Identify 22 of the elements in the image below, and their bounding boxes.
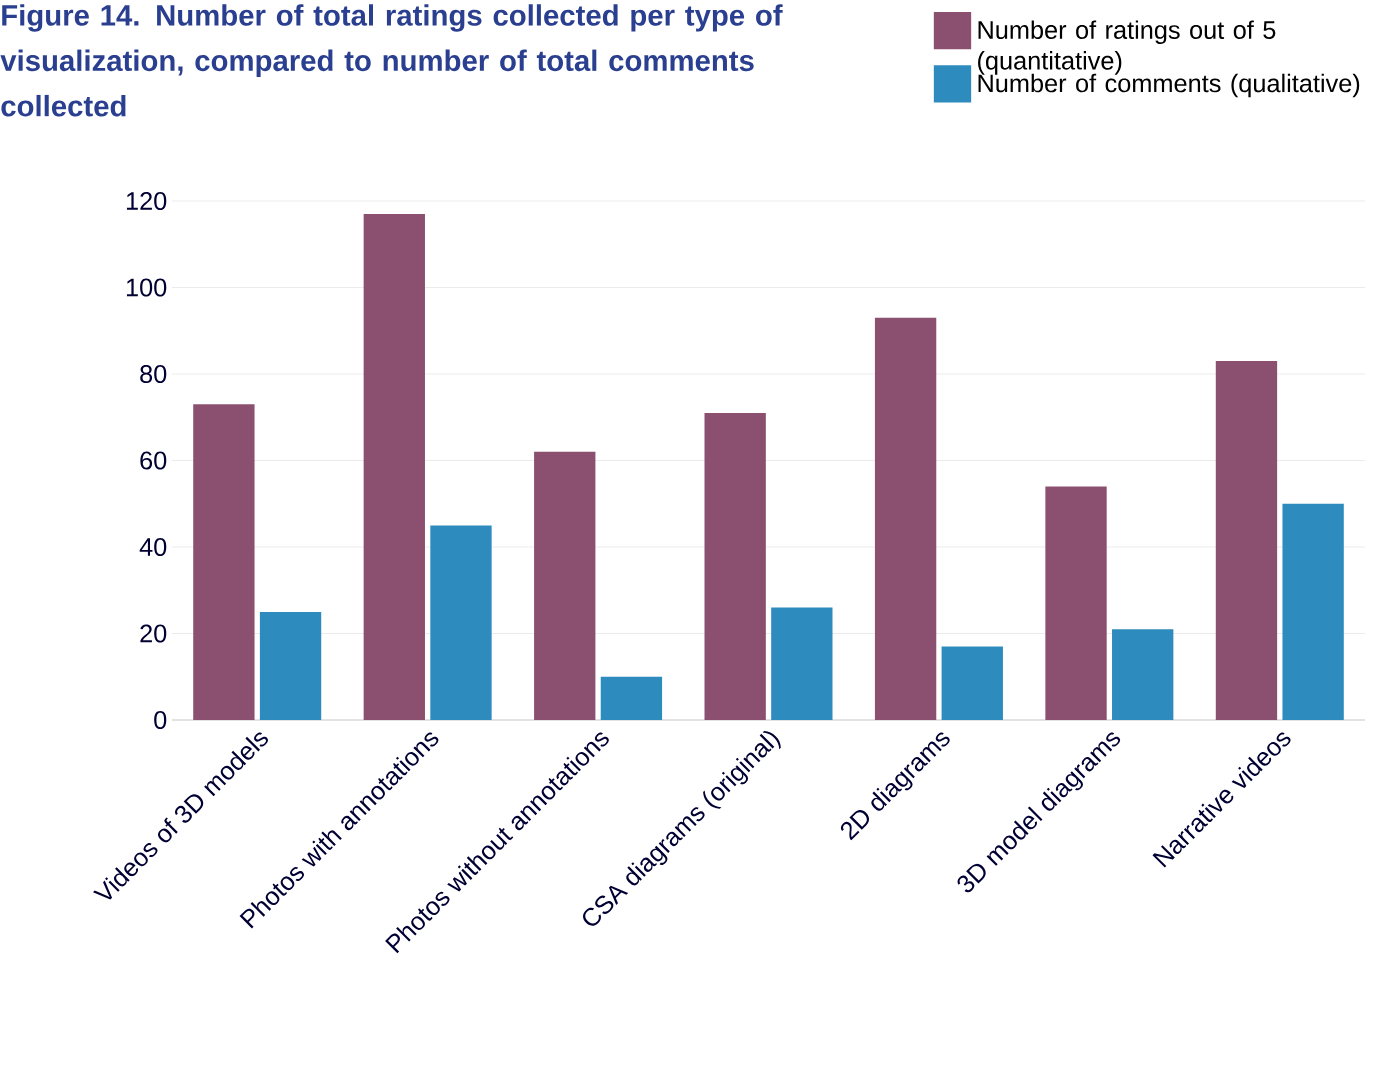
- bar: [874, 317, 937, 720]
- bar: [941, 646, 1003, 720]
- bar: [771, 607, 833, 720]
- bar: [704, 412, 766, 720]
- y-tick-label: 100: [126, 278, 167, 297]
- bar: [1112, 629, 1174, 720]
- chart-title: Figure 14. Number of total ratings collected per type of visualization, compared to number of total comments collected: [0, 4, 783, 117]
- bar: [363, 213, 425, 720]
- bar: [193, 404, 255, 720]
- y-tick-label: 60: [140, 451, 167, 470]
- y-tick-label: 120: [126, 192, 167, 210]
- bar: [600, 676, 663, 720]
- bar: [259, 611, 322, 720]
- bar: [1215, 361, 1278, 720]
- bar: [1045, 486, 1107, 720]
- y-tick-label: 80: [140, 365, 167, 383]
- bar: [1282, 503, 1344, 720]
- y-tick-label: 40: [139, 538, 167, 556]
- bar: [534, 451, 596, 720]
- bar: [430, 525, 492, 720]
- y-tick-label: 0: [154, 711, 167, 729]
- y-tick-label: 20: [140, 624, 167, 643]
